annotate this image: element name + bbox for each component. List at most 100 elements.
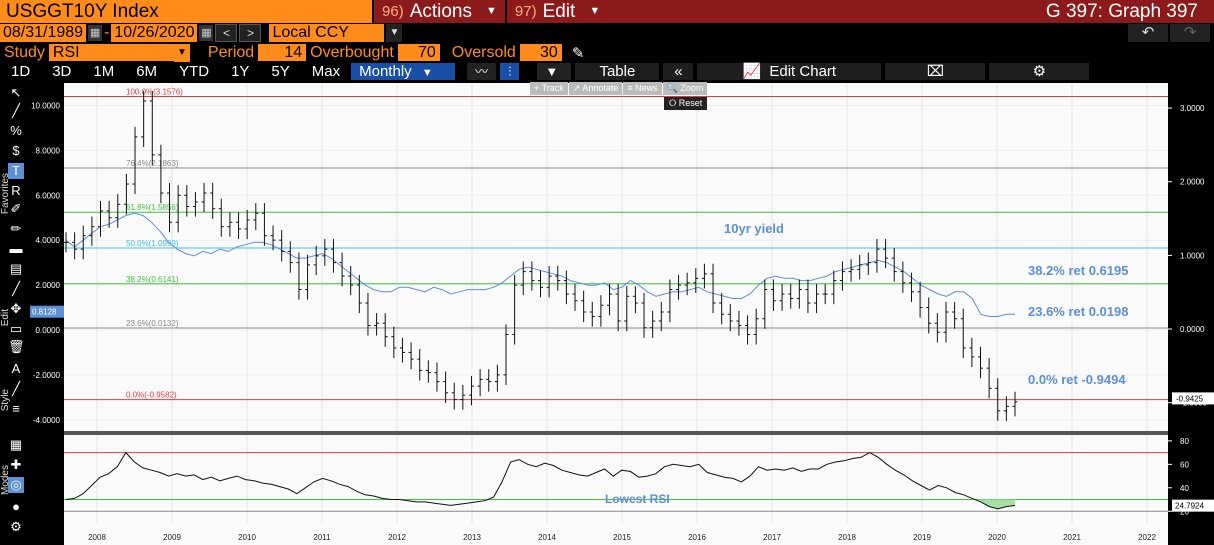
actions-menu-button[interactable]: 96) Actions ▼: [372, 0, 505, 23]
left-axis-tick-label: 4.0000: [36, 236, 61, 245]
rsi-axis-tick-label: 20: [1180, 507, 1189, 516]
range-button-ytd[interactable]: YTD: [179, 63, 210, 80]
left-axis-tick-label: -4.0000: [33, 416, 61, 425]
chevron-down-icon[interactable]: ▼: [386, 24, 403, 42]
favorites-label: Favorites: [0, 173, 11, 215]
range-button-5y[interactable]: 5Y: [271, 63, 290, 80]
x-axis-tick-label: 2020: [988, 533, 1006, 542]
text-icon[interactable]: T: [8, 163, 24, 179]
cursor-icon[interactable]: ↖: [10, 85, 22, 100]
edit-side-label: Edit: [0, 309, 11, 327]
mini-toolbar-item-2[interactable]: ≡ News: [623, 82, 662, 95]
date-separator: -: [104, 24, 110, 41]
graph-title: G 397: Graph 397: [1045, 1, 1198, 22]
reset-icon: ⭘: [669, 98, 679, 108]
crosshair-mode-icon[interactable]: ◎: [8, 477, 24, 493]
range-button-max[interactable]: Max: [311, 63, 341, 80]
chart-svg[interactable]: 100.0%(3.1576)76.4%(2.1863)61.8%(1.5856)…: [30, 81, 1214, 545]
pen-icon[interactable]: ✎: [571, 44, 585, 62]
gear-icon[interactable]: ⚙: [989, 63, 1090, 80]
actions-label: Actions: [409, 1, 472, 22]
range-button-1m[interactable]: 1M: [93, 63, 115, 80]
move-icon[interactable]: ✥: [10, 301, 22, 316]
table-button[interactable]: Table: [575, 63, 660, 80]
collapse-icon[interactable]: «: [663, 63, 694, 80]
dollar-icon[interactable]: $: [12, 143, 20, 158]
chevron-down-icon[interactable]: ▼: [537, 63, 572, 80]
range-button-6m[interactable]: 6M: [136, 63, 158, 80]
left-axis-tick-label: -2.0000: [33, 371, 61, 380]
left-axis-tick-label: 10.0000: [31, 101, 60, 110]
chart-annotation: 23.6% ret 0.0198: [1028, 304, 1128, 319]
annotate-icon[interactable]: ⌧: [885, 63, 986, 80]
line-draw-icon[interactable]: ╱: [12, 103, 20, 118]
chevron-down-icon: ▼: [421, 67, 433, 79]
edit-number: 97): [514, 3, 537, 20]
left-axis-tick-label: 6.0000: [36, 191, 61, 200]
brush-icon[interactable]: ✐: [10, 201, 22, 216]
range-button-1d[interactable]: 1D: [11, 63, 31, 80]
pane-separator[interactable]: [64, 431, 1168, 435]
stroke-icon[interactable]: ╱: [12, 381, 20, 396]
percent-icon[interactable]: %: [10, 123, 22, 138]
study-field[interactable]: RSI: [48, 44, 174, 61]
chart-area[interactable]: 100.0%(3.1576) 76.4%(2.1863) 61.8%(1.5856)…: [30, 81, 1214, 545]
x-axis-tick-label: 2014: [538, 533, 556, 542]
ruler-icon[interactable]: ▭: [9, 321, 23, 336]
overbought-field[interactable]: 70: [397, 44, 440, 61]
line-chart-icon[interactable]: 〰: [467, 63, 497, 80]
bar-chart-icon[interactable]: ⫶: [500, 63, 520, 80]
main-plot-background: [64, 83, 1168, 431]
edit-chart-label: Edit Chart: [769, 63, 837, 80]
start-date-field[interactable]: 08/31/1989: [0, 24, 87, 42]
color-palette-icon[interactable]: ●: [12, 499, 20, 514]
grid-icon[interactable]: ▦: [9, 437, 23, 452]
chevron-down-icon[interactable]: ▼: [173, 43, 190, 62]
x-axis-tick-label: 2013: [463, 533, 481, 542]
right-axis-marker-label: -0.9425: [1176, 394, 1204, 403]
trend-line-icon[interactable]: ╱: [12, 281, 20, 296]
rsi-axis-tick-label: 40: [1180, 484, 1189, 493]
pencil-icon[interactable]: ✏: [10, 221, 22, 236]
trash-icon[interactable]: 🗑: [8, 339, 25, 354]
right-axis-tick-label: 2.0000: [1180, 178, 1205, 187]
left-axis-tick-label: 0.0000: [36, 326, 61, 335]
reset-button[interactable]: ⭘ Reset: [664, 97, 708, 110]
arrow-right-icon[interactable]: >: [239, 24, 262, 42]
range-button-1y[interactable]: 1Y: [231, 63, 250, 80]
crosshair-icon[interactable]: ✚: [10, 457, 22, 472]
gear-icon[interactable]: ⚙: [10, 519, 22, 534]
calendar-icon[interactable]: ▦: [88, 25, 103, 41]
frequency-dropdown[interactable]: Monthly ▼: [351, 63, 456, 80]
calendar-icon[interactable]: ▦: [199, 25, 214, 41]
mini-toolbar-item-3[interactable]: 🔍 Zoom: [662, 82, 708, 95]
fib-level-label: 23.6%(0.0132): [126, 319, 179, 328]
right-axis-tick-label: 1.0000: [1180, 251, 1205, 260]
line-style-icon[interactable]: ≡: [12, 401, 20, 416]
oversold-field[interactable]: 30: [519, 44, 562, 61]
edit-chart-button[interactable]: 📈 Edit Chart: [697, 63, 882, 80]
left-axis-marker-label: 0.8128: [32, 308, 57, 317]
fib-level-label: 100.0%(3.1576): [126, 87, 183, 96]
undo-icon[interactable]: ↶: [1128, 24, 1168, 42]
mini-toolbar-item-1[interactable]: ↗ Annotate: [568, 82, 623, 95]
edit-menu-button[interactable]: 97) Edit ▼: [504, 0, 631, 23]
range-button-3d[interactable]: 3D: [52, 63, 72, 80]
font-icon[interactable]: A: [11, 361, 21, 376]
mini-toolbar-item-0[interactable]: + Track: [530, 82, 568, 95]
period-field[interactable]: 14: [258, 44, 307, 61]
chart-annotation: 10yr yield: [724, 221, 784, 236]
r-icon[interactable]: R: [11, 183, 21, 198]
left-axis-tick-label: 8.0000: [36, 146, 61, 155]
horizontal-line-icon[interactable]: ▬: [9, 241, 23, 256]
currency-field[interactable]: Local CCY: [269, 24, 385, 42]
redo-icon[interactable]: ↷: [1170, 24, 1210, 42]
x-axis-tick-label: 2011: [313, 533, 331, 542]
rsi-line: [65, 451, 1016, 510]
ticker-field[interactable]: USGGT10Y Index: [0, 0, 372, 23]
channel-icon[interactable]: ▤: [9, 261, 23, 276]
edit-label: Edit: [542, 1, 576, 22]
arrow-left-icon[interactable]: <: [215, 24, 238, 42]
end-date-field[interactable]: 10/26/2020: [111, 24, 198, 42]
title-bar: USGGT10Y Index 96) Actions ▼ 97) Edit ▼ …: [0, 0, 1214, 23]
